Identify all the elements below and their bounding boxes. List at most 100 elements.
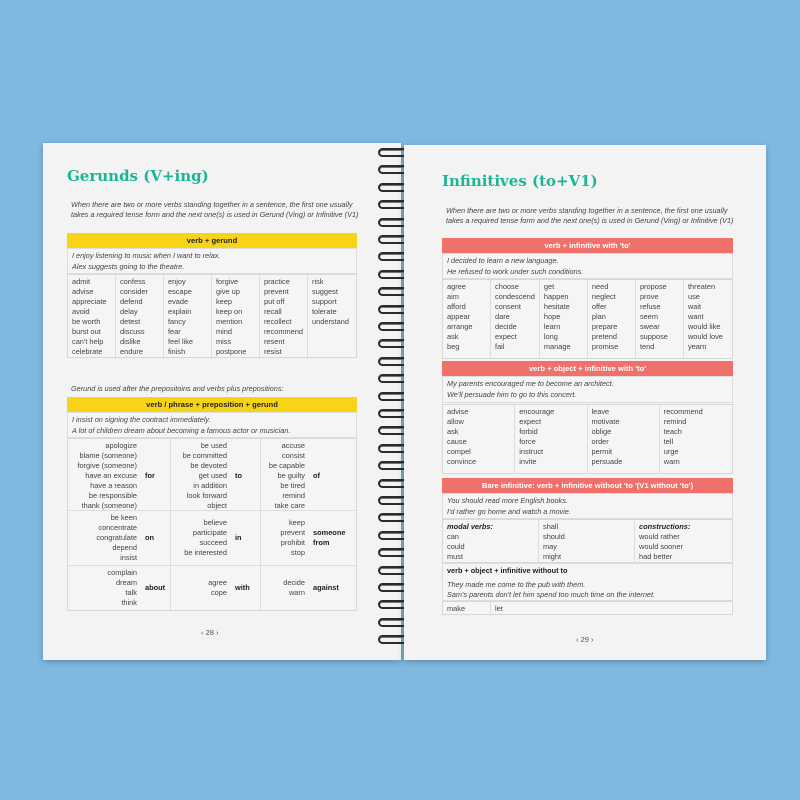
verb-item: need [591, 282, 609, 291]
verb-item: be capable [268, 461, 305, 470]
verb-item: prohibit [280, 538, 305, 547]
verb-item: evade [167, 297, 189, 306]
verb-item: choose [495, 282, 519, 291]
modal-verb: might [543, 552, 562, 561]
verb-item: expect [519, 417, 542, 426]
examples: I enjoy listening to music when I want t… [67, 248, 357, 274]
verb-item: celebrate [72, 347, 103, 356]
gerund-verb-table: admit advise appreciate avoid be worth burst … [67, 274, 357, 359]
verb-item: persuade [591, 457, 623, 466]
verb-list: keep prevent prohibit stop [261, 511, 309, 565]
preposition: for [141, 439, 171, 513]
verb-item: remind [282, 491, 305, 500]
verb-item: expect [495, 332, 517, 341]
verb-item: in addition [193, 481, 227, 490]
preposition: of [313, 471, 320, 480]
verb-item: succeed [199, 538, 227, 547]
verb-item: get [543, 282, 555, 291]
verb-item: explain [167, 307, 192, 316]
verb-item: order [591, 437, 609, 446]
verb-item: resent [263, 337, 285, 346]
verb-item: dream [116, 578, 137, 587]
verb-item: prevent [263, 287, 289, 296]
verb-item: complain [107, 568, 137, 577]
examples: My parents encouraged me to become an ar… [442, 376, 733, 403]
verb-item: afford [447, 302, 466, 311]
verb-item: stop [291, 548, 305, 557]
verb-item: teach [663, 427, 682, 436]
example-sentence: They made me come to the pub with them. [447, 579, 586, 589]
verb-item: promise [591, 342, 619, 351]
verb-item: ask [447, 427, 459, 436]
construction: had better [639, 552, 673, 561]
verb-item: postpone [215, 347, 247, 356]
preposition-row: apologize blame (someone) forgive (someone… [68, 439, 356, 513]
verb-column: enjoy escape evade explain fancy fear feel lik… [164, 275, 212, 359]
verb-item: arrange [447, 322, 473, 331]
verb-item: plan [591, 312, 606, 321]
verb-column: leave motivate oblige order permit persuade [588, 405, 660, 473]
constructions-column: constructions: would rather would sooner ha… [635, 520, 732, 564]
verb-item: want [687, 312, 704, 321]
verb-item: hope [543, 312, 561, 321]
section-header: verb / phrase + preposition + gerund [67, 397, 357, 412]
verb-item: tend [639, 342, 655, 351]
verb-item: discuss [119, 327, 145, 336]
verb-item: instruct [519, 447, 544, 456]
verb-item: apologize [105, 441, 137, 450]
page-number: ‹ 29 › [576, 635, 594, 644]
preposition: on [141, 511, 171, 565]
verb-item: take care [274, 501, 305, 510]
verb-item: confess [119, 277, 146, 286]
verb-column: forgive give up keep keep on mention mind miss… [212, 275, 260, 359]
verb-item: recommend [263, 327, 303, 336]
example-sentence: Alex suggests going to the theatre. [72, 261, 185, 271]
verb-item: learn [543, 322, 561, 331]
verb-item: propose [639, 282, 667, 291]
verb-item: convince [447, 457, 477, 466]
verb-column: get happen hesitate hope learn long manage [540, 280, 588, 358]
make-let-table: make let [442, 601, 733, 616]
preposition: someone from [313, 528, 346, 547]
verb-item: happen [543, 292, 569, 301]
verb-item: fear [167, 327, 181, 336]
verb-item: advise [72, 287, 94, 296]
verb-list: decide warn [261, 566, 309, 610]
example-sentence: We'll persuade him to go to this concert… [447, 389, 577, 399]
example-sentence: I decided to learn a new language. [447, 256, 559, 265]
verb-item: appreciate [72, 297, 107, 306]
verb-list: complain dream talk think [68, 566, 141, 610]
verb-item: get used [198, 471, 227, 480]
modal-verb: can [447, 532, 459, 541]
verb-column: agree aim afford appear arrange ask beg [443, 280, 492, 358]
verb-item: be responsible [88, 491, 137, 500]
verb-item: dare [495, 312, 510, 321]
verb-item: consent [495, 302, 521, 311]
example-sentence: I insist on signing the contract immedia… [72, 415, 211, 424]
verb-item: be keen [110, 513, 137, 522]
verb-item: object [207, 501, 227, 510]
verb-item: motivate [591, 417, 620, 426]
verb-item: keep [288, 518, 305, 527]
verb-item: manage [543, 342, 571, 351]
verb-item: finish [167, 347, 186, 356]
example-sentence: A lot of children dream about becoming a… [72, 425, 291, 435]
verb-item: burst out [72, 327, 101, 336]
verb-list: apologize blame (someone) forgive (someone… [68, 439, 141, 513]
section-header: Bare infinitive: verb + infinitive witho… [442, 478, 733, 493]
preposition-row: complain dream talk think about agree cope with… [68, 566, 356, 610]
verb-item: depend [112, 543, 137, 552]
example-sentence: Sam's parents don't let him spend too mu… [447, 590, 656, 599]
verb-item: risk [312, 277, 324, 286]
verb-item: can't help [72, 337, 104, 346]
verb-item: thank (someone) [81, 501, 137, 510]
verb-item: cause [447, 437, 467, 446]
verb-item: be worth [72, 317, 101, 326]
verb-item: forgive (someone) [77, 461, 137, 470]
verb-item: fancy [167, 317, 186, 326]
verb-item: insist [120, 553, 137, 562]
verb-item: be committed [182, 451, 227, 460]
verb-item: be devoted [190, 461, 227, 470]
modal-verb: may [543, 542, 557, 551]
verb-item: neglect [591, 292, 616, 301]
